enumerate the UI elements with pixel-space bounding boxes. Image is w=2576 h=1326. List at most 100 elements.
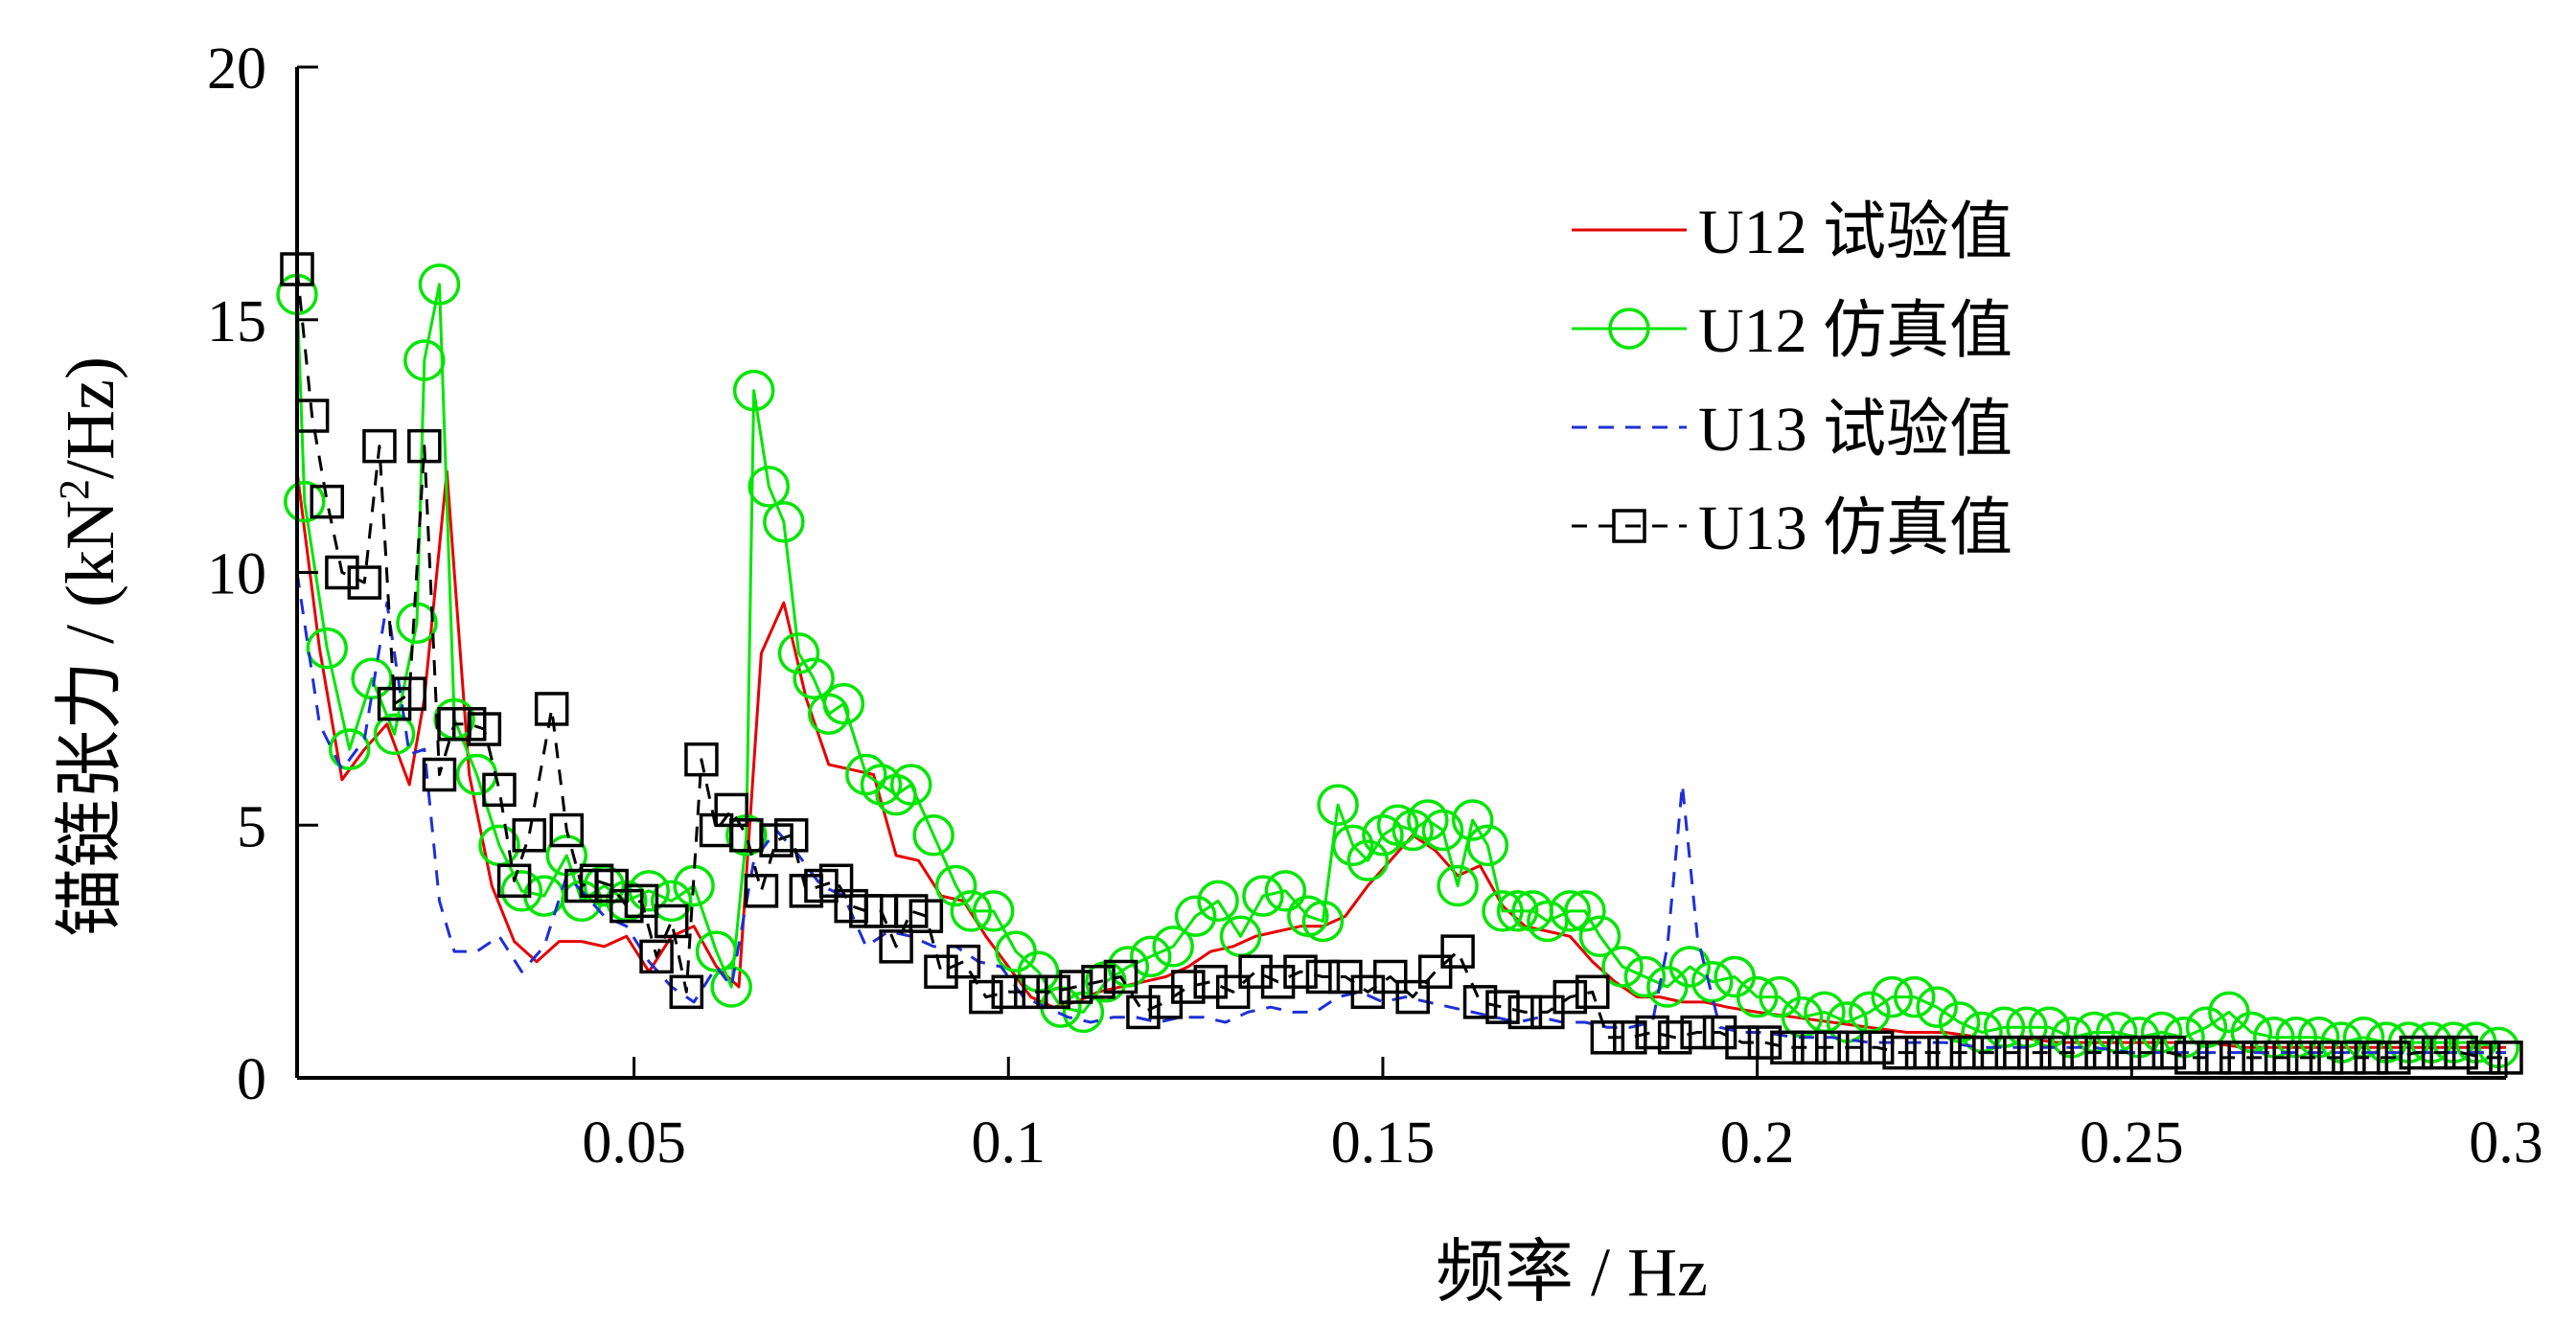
data-point-circle: [1174, 895, 1217, 937]
data-point-square: [2196, 1040, 2232, 1075]
data-point-square: [467, 712, 502, 746]
data-point-square: [1702, 1015, 1737, 1050]
data-point-circle: [1466, 824, 1509, 867]
data-point-square: [1882, 1035, 1917, 1070]
data-point-square: [407, 428, 442, 464]
data-point-square: [1417, 954, 1453, 989]
x-tick-label: 0.1: [972, 1110, 1046, 1176]
data-point-square: [1575, 974, 1610, 1010]
data-point-square: [1815, 1030, 1850, 1065]
y-axis-title: 锚链张力 / (kN2/Hz): [51, 356, 128, 937]
data-point-square: [2016, 1035, 2052, 1070]
series-group: [295, 572, 2506, 1055]
data-point-square: [991, 974, 1026, 1010]
data-point-circle: [845, 753, 887, 796]
data-point-circle: [284, 480, 326, 523]
data-point-square: [1770, 1030, 1805, 1065]
data-point-circle: [1496, 890, 1539, 932]
data-point-circle: [1668, 946, 1712, 988]
data-point-square: [2219, 1040, 2254, 1075]
data-point-square: [1837, 1030, 1872, 1065]
data-point-square: [1590, 1020, 1625, 1055]
data-point-square: [1373, 959, 1408, 994]
data-point-square: [1904, 1035, 1940, 1070]
data-point-square: [422, 757, 457, 792]
data-point-square: [1215, 974, 1251, 1010]
y-tick-label: 15: [207, 289, 266, 354]
data-point-circle: [650, 880, 693, 923]
series-line: [295, 283, 2499, 1049]
data-point-circle: [1392, 809, 1434, 852]
data-point-square: [1613, 1020, 1647, 1055]
data-point-circle: [950, 890, 992, 932]
data-point-circle: [1129, 935, 1172, 978]
y-axis-title-main: 锚链张力 / (kN: [52, 500, 128, 937]
data-point-square: [1103, 959, 1138, 994]
data-point-circle: [396, 602, 438, 644]
data-point-square: [325, 555, 359, 590]
y-tick-label: 20: [207, 36, 266, 102]
data-point-square: [879, 929, 913, 964]
data-point-circle: [748, 466, 791, 508]
data-point-square: [1171, 970, 1206, 1004]
data-point-circle: [793, 657, 835, 700]
data-point-circle: [1549, 890, 1592, 932]
data-point-square: [1440, 934, 1475, 969]
data-point-square: [1927, 1035, 1962, 1070]
data-point-square: [2242, 1040, 2276, 1075]
data-point-circle: [889, 764, 932, 806]
data-point-circle: [1608, 308, 1650, 350]
data-point-square: [744, 874, 779, 908]
data-point-circle: [1916, 986, 1958, 1028]
data-point-square: [669, 974, 704, 1010]
data-point-square: [2084, 1035, 2119, 1070]
data-point-square: [496, 863, 532, 899]
data-point-square: [773, 818, 809, 853]
data-point-square: [1507, 994, 1543, 1030]
data-point-circle: [500, 870, 543, 912]
data-point-circle: [763, 501, 805, 543]
data-point-circle: [1601, 946, 1644, 988]
data-point-square: [1949, 1035, 1985, 1070]
data-point-circle: [1407, 799, 1449, 841]
data-point-square: [654, 903, 689, 939]
data-point-square: [1036, 974, 1070, 1010]
data-point-square: [2151, 1035, 2187, 1070]
data-point-square: [1747, 1025, 1782, 1060]
data-point-square: [2106, 1035, 2142, 1070]
data-point-square: [1238, 954, 1273, 989]
data-point-square: [392, 676, 426, 711]
data-point-circle: [403, 339, 446, 381]
legend-item: U13 试验值: [1572, 395, 2012, 465]
data-point-circle: [1527, 900, 1569, 943]
data-point-circle: [822, 682, 865, 725]
data-point-circle: [1736, 975, 1779, 1018]
data-point-square: [1013, 974, 1048, 1010]
data-point-square: [2174, 1040, 2209, 1075]
data-point-square: [2129, 1035, 2164, 1070]
data-point-circle: [1331, 824, 1374, 867]
data-point-circle: [1301, 900, 1345, 943]
data-point-square: [1126, 994, 1161, 1030]
data-point-square: [2039, 1035, 2074, 1070]
legend-label: U12 仿真值: [1698, 296, 2012, 366]
legend-label: U12 试验值: [1698, 197, 2012, 267]
ticks-layer: 0.05 0.1 0.15 0.2 0.25 0.3 0 5 10 15 20: [207, 36, 2543, 1176]
data-point-square: [1859, 1030, 1895, 1065]
data-point-square: [1395, 979, 1430, 1015]
data-point-square: [2444, 1035, 2478, 1070]
data-point-circle: [1421, 809, 1464, 852]
legend-item: U13 仿真值: [1572, 493, 2012, 563]
x-tick-label: 0.25: [2080, 1110, 2184, 1176]
data-point-square: [549, 812, 585, 848]
data-point-square: [1193, 965, 1229, 999]
data-point-square: [347, 565, 382, 600]
data-point-square: [1260, 965, 1296, 999]
data-point-square: [1462, 985, 1498, 1019]
data-point-circle: [934, 864, 978, 907]
data-point-circle: [1451, 799, 1494, 841]
y-axis-title-superscript: 2: [51, 479, 98, 500]
legend-item: U12 试验值: [1572, 197, 2012, 267]
